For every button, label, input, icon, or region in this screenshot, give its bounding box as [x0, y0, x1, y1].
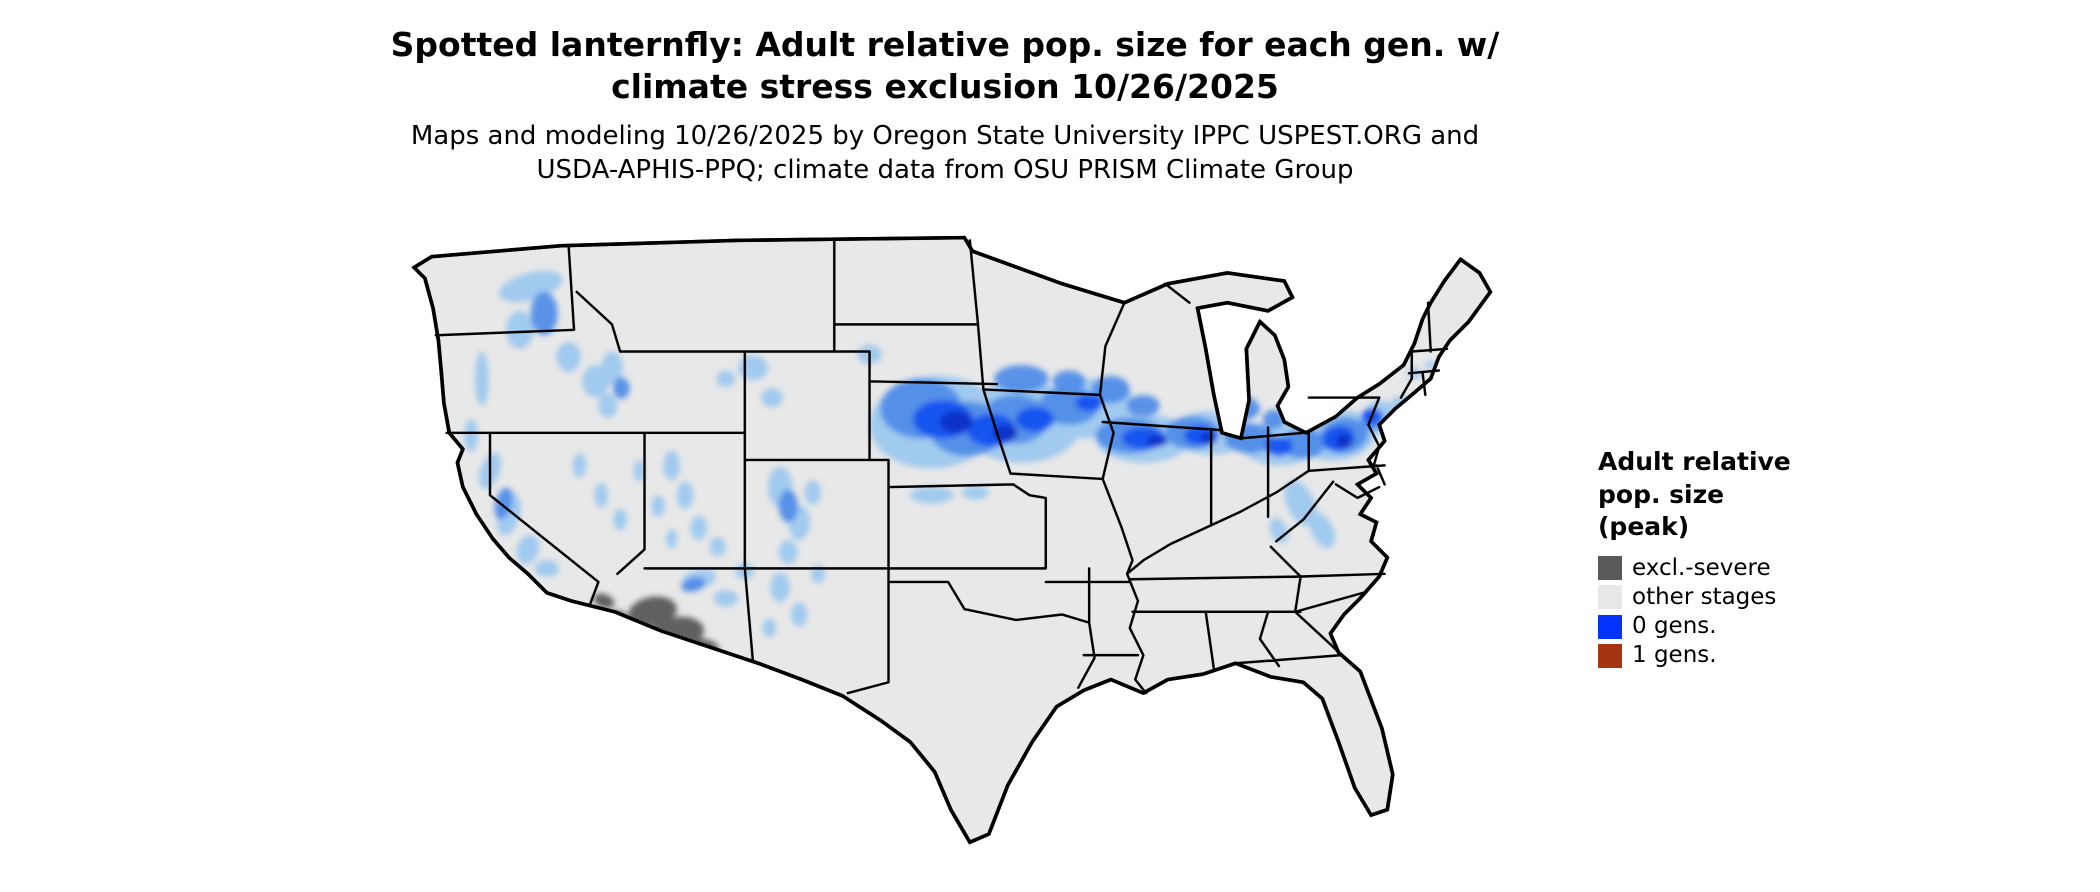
title-line-1: Spotted lanternfly: Adult relative pop. …: [390, 25, 1500, 64]
subtitle-line-1: Maps and modeling 10/26/2025 by Oregon S…: [410, 121, 1480, 151]
subtitle-line-2: USDA-APHIS-PPQ; climate data from OSU PR…: [536, 154, 1354, 185]
legend-title-line-3: (peak): [1598, 512, 1690, 541]
legend-item-0-gens: 0 gens.: [1598, 613, 1878, 640]
state-boundaries: [434, 239, 1449, 695]
legend-label-0-gens: 0 gens.: [1632, 613, 1717, 640]
map-overlay-0-gens: [464, 270, 1437, 664]
legend-label-other-stages: other stages: [1632, 583, 1777, 610]
page-subtitle: Maps and modeling 10/26/2025 by Oregon S…: [0, 120, 1890, 188]
legend-swatch-other-stages: [1598, 585, 1622, 610]
legend-swatch-0-gens: [1598, 614, 1622, 639]
us-map-svg: [412, 235, 1493, 844]
legend-item-other-stages: other stages: [1598, 583, 1878, 610]
legend-item-excl-severe: excl.-severe: [1598, 554, 1878, 581]
legend-label-excl-severe: excl.-severe: [1632, 554, 1771, 581]
page-title: Spotted lanternfly: Adult relative pop. …: [0, 24, 1890, 108]
legend-title: Adult relative pop. size (peak): [1598, 446, 1878, 544]
legend-label-1-gens: 1 gens.: [1632, 642, 1717, 669]
overlay-blue-deep: [940, 411, 1353, 448]
title-line-2: climate stress exclusion 10/26/2025: [611, 67, 1279, 107]
legend-items: excl.-severe other stages 0 gens. 1 gens…: [1598, 554, 1878, 669]
legend: Adult relative pop. size (peak) excl.-se…: [1598, 446, 1878, 673]
legend-item-1-gens: 1 gens.: [1598, 643, 1878, 668]
legend-title-line-2: pop. size: [1598, 479, 1725, 509]
legend-swatch-1-gens: [1598, 644, 1622, 669]
legend-title-line-1: Adult relative: [1598, 447, 1791, 476]
us-map: [330, 205, 1550, 883]
legend-swatch-excl-severe: [1598, 556, 1622, 581]
